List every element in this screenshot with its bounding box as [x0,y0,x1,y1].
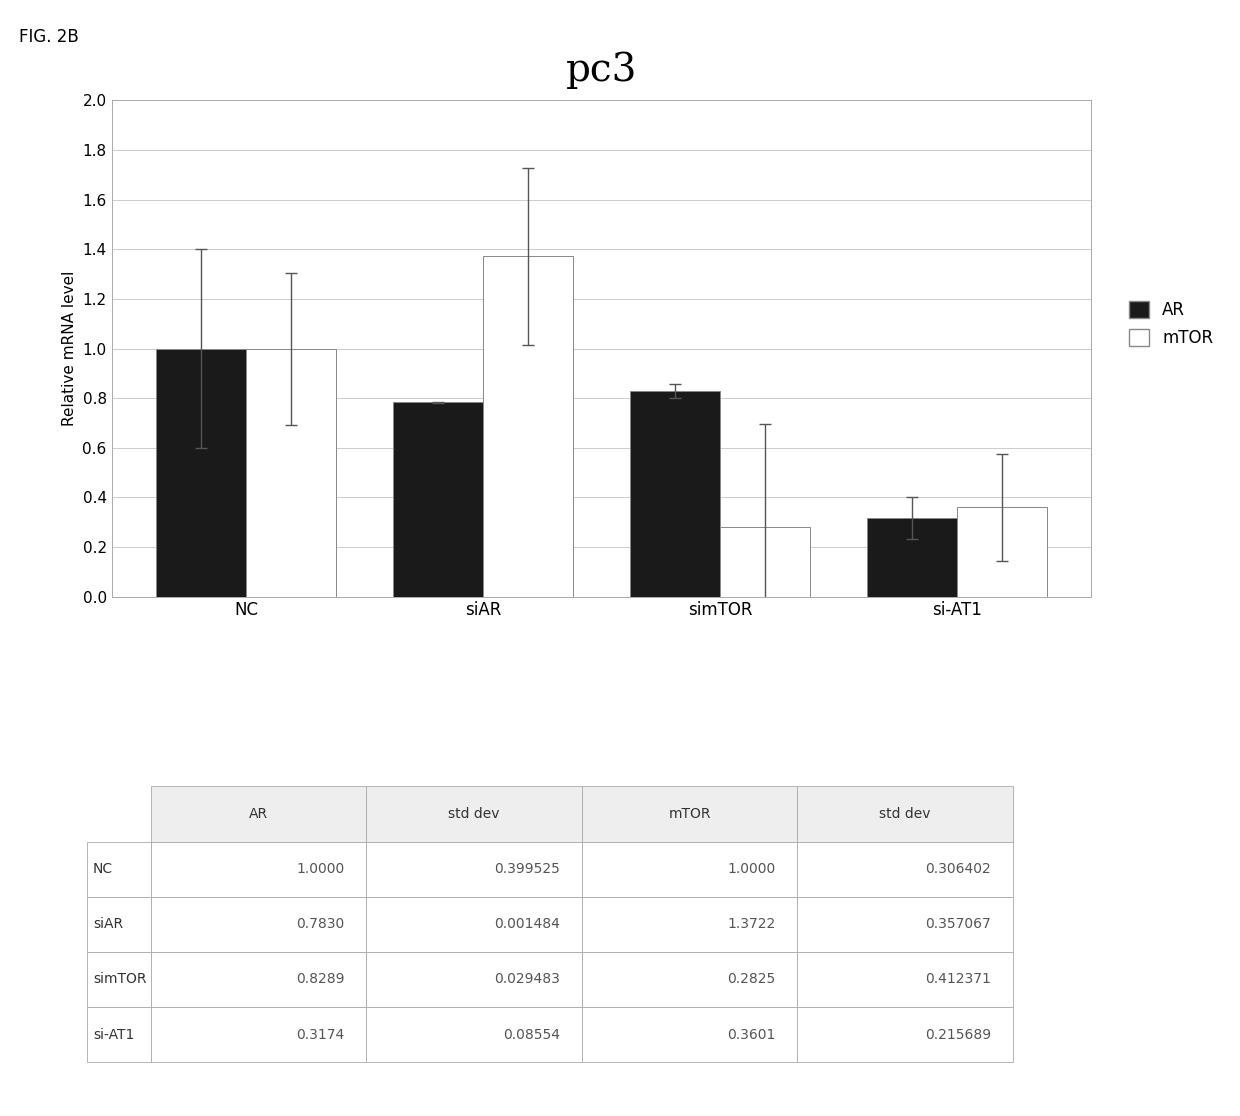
Legend: AR, mTOR: AR, mTOR [1128,300,1214,347]
Bar [393,403,482,597]
Bar [246,348,336,597]
Bar [957,508,1047,597]
Y-axis label: Relative mRNA level: Relative mRNA level [62,271,77,426]
Bar [156,348,246,597]
Bar [630,391,720,597]
Bar [482,257,573,597]
Text: FIG. 2B: FIG. 2B [19,28,78,46]
Bar [867,518,957,597]
Bar [720,527,810,597]
Title: pc3: pc3 [565,51,637,89]
